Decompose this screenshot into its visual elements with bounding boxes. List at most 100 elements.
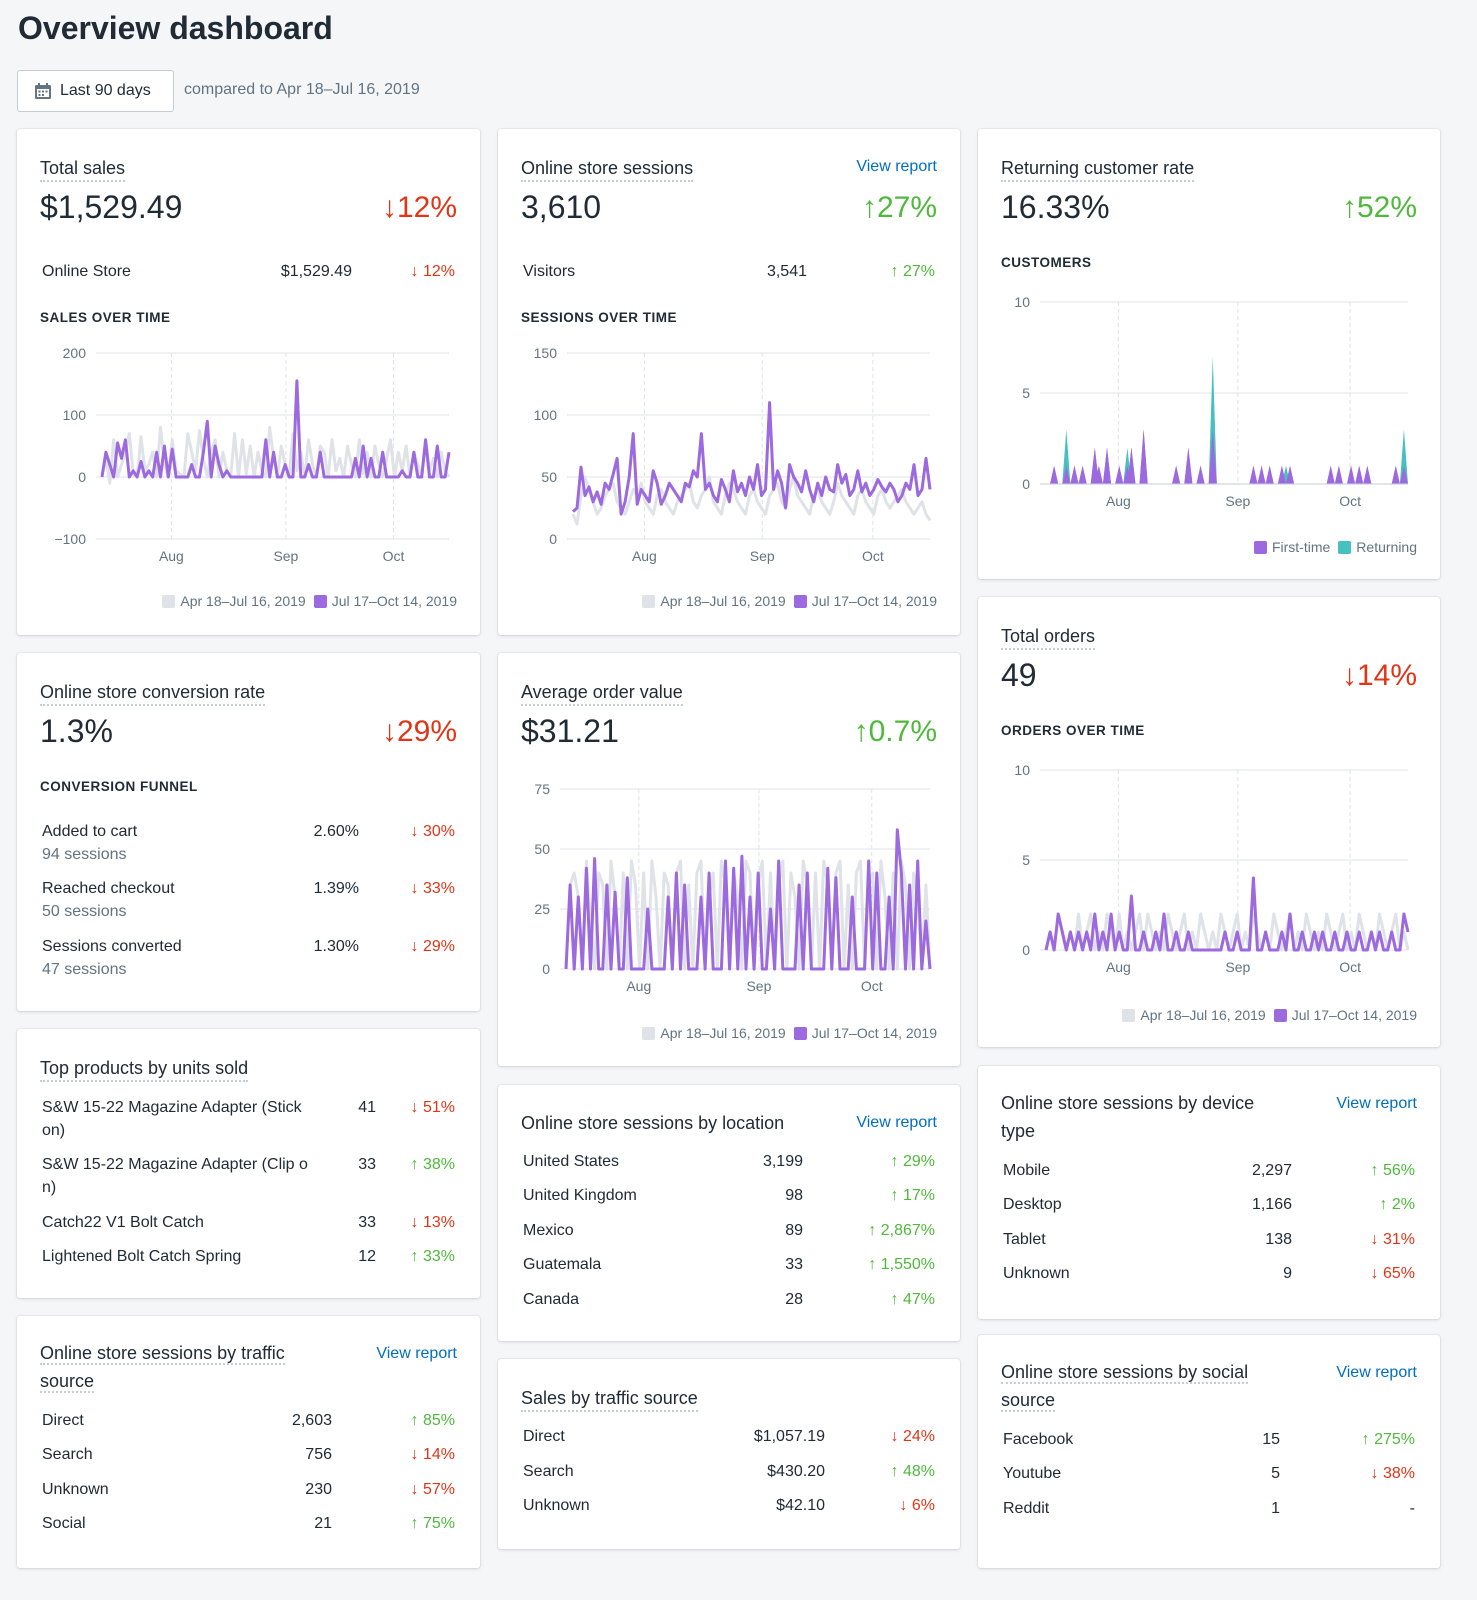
sales-by-traffic-card: Sales by traffic source Direct $1,057.19 ↓…: [498, 1359, 960, 1549]
row-label: Desktop: [1003, 1196, 1062, 1213]
row-delta: ↓ 6%: [899, 1497, 935, 1514]
metric-delta: ↑52%: [1341, 191, 1417, 224]
list-item: Lightened Bolt Catch Spring 12 ↑ 33%: [42, 1248, 455, 1270]
metric-value: $31.21: [521, 713, 619, 749]
series-line: [1044, 876, 1410, 952]
row-delta: -: [1409, 1500, 1415, 1517]
sessions-over-time-chart: 150 100 50 0 Aug Sep Oct: [534, 345, 932, 564]
card-title[interactable]: Total orders: [1001, 625, 1096, 650]
date-range-button[interactable]: Last 90 days: [17, 70, 174, 112]
card-title[interactable]: Online store sessions by social source: [1001, 1362, 1249, 1412]
row-label: Mobile: [1003, 1162, 1051, 1179]
area-spike: [1062, 429, 1071, 484]
sales-over-time-chart: 200 100 0 −100 Aug Sep Oct: [54, 345, 451, 564]
row-value: 2,603: [291, 1412, 332, 1429]
chart-subtitle: SESSIONS OVER TIME: [521, 310, 678, 325]
x-tick-label: Sep: [273, 548, 298, 564]
card-title: Online store sessions by device type: [1001, 1093, 1255, 1141]
area-spike: [1208, 429, 1217, 484]
metric-value: 16.33%: [1001, 189, 1110, 225]
x-tick-label: Sep: [1225, 959, 1250, 975]
legend-curr: Jul 17–Oct 14, 2019: [793, 1025, 937, 1041]
area-spike: [1139, 429, 1148, 484]
area-spike: [1334, 465, 1343, 484]
view-report-link[interactable]: View report: [1336, 1095, 1417, 1112]
view-report-link[interactable]: View report: [856, 158, 937, 175]
metric-value: 3,610: [521, 189, 602, 225]
row-value: 5: [1271, 1465, 1280, 1482]
row-label: Catch22 V1 Bolt Catch: [42, 1214, 204, 1231]
card-title[interactable]: Average order value: [521, 681, 683, 706]
y-tick-label: 25: [534, 901, 550, 917]
card-title[interactable]: Returning customer rate: [1001, 157, 1195, 182]
row-delta: ↓ 13%: [410, 1214, 455, 1231]
card-title[interactable]: Total sales: [40, 157, 126, 182]
conversion-rate-card: Online store conversion rate 1.3% ↓29% C…: [17, 653, 480, 1011]
list-item: Facebook 15 ↑ 275%: [1003, 1431, 1415, 1453]
list-item: Desktop 1,166 ↑ 2%: [1003, 1196, 1415, 1218]
row-value: 33: [785, 1256, 803, 1273]
area-spike: [1094, 465, 1103, 484]
row-label: United Kingdom: [523, 1187, 637, 1204]
row-delta: ↑ 56%: [1370, 1162, 1415, 1179]
average-order-value-card: Average order value $31.21 ↑0.7% 75 50 25 0…: [498, 653, 960, 1066]
card-title[interactable]: Online store sessions: [521, 157, 694, 182]
x-tick-label: Aug: [159, 548, 184, 564]
card-title[interactable]: Online store sessions by traffic source: [40, 1343, 285, 1393]
card-title: Online store sessions by location: [521, 1113, 785, 1133]
row-delta: ↓ 29%: [410, 938, 455, 955]
series-line: [571, 401, 932, 516]
area-spike: [1355, 465, 1364, 484]
row-sessions: 94 sessions: [42, 846, 127, 863]
calendar-icon: [35, 83, 51, 99]
row-value: 33: [358, 1156, 376, 1173]
y-tick-label: 10: [1014, 762, 1030, 778]
row-label: Search: [523, 1463, 574, 1480]
row-delta: ↓ 24%: [890, 1428, 935, 1445]
area-spike: [1285, 465, 1295, 484]
row-value: 12: [358, 1248, 376, 1265]
list-item: Canada 28 ↑ 47%: [523, 1291, 935, 1313]
legend-curr: Jul 17–Oct 14, 2019: [313, 593, 457, 609]
chart-subtitle: CUSTOMERS: [1001, 255, 1092, 270]
card-title[interactable]: Sales by traffic source: [521, 1387, 698, 1412]
row-value: 1,166: [1251, 1196, 1292, 1213]
legend-prev: Apr 18–Jul 16, 2019: [162, 593, 306, 609]
card-title[interactable]: Online store conversion rate: [40, 681, 266, 706]
row-delta: ↑ 38%: [410, 1156, 455, 1173]
view-report-link[interactable]: View report: [856, 1114, 937, 1131]
card-title[interactable]: Top products by units sold: [40, 1057, 249, 1082]
row-label: Youtube: [1003, 1465, 1062, 1482]
list-item: Mexico 89 ↑ 2,867%: [523, 1222, 935, 1244]
row-label-cont: on): [42, 1122, 66, 1139]
row-label: Unknown: [523, 1497, 590, 1514]
area-spike: [1257, 465, 1266, 484]
sessions-by-social-card: Online store sessions by social source Vi…: [978, 1335, 1440, 1568]
y-tick-label: 5: [1022, 385, 1030, 401]
area-spike: [1078, 465, 1087, 484]
area-spike: [1070, 465, 1079, 484]
row-label: Reddit: [1003, 1500, 1050, 1517]
x-tick-label: Sep: [750, 548, 775, 564]
list-item: S&W 15-22 Magazine Adapter (Clip o n) 33…: [42, 1156, 455, 1200]
series-line: [564, 828, 932, 971]
y-tick-label: 5: [1022, 852, 1030, 868]
metric-value: 49: [1001, 657, 1037, 693]
row-sessions: 50 sessions: [42, 903, 127, 920]
y-tick-label: 0: [1022, 476, 1030, 492]
row-sessions: 47 sessions: [42, 961, 127, 978]
row-delta: ↓ 31%: [1370, 1231, 1415, 1248]
row-label: Reached checkout: [42, 880, 175, 897]
sessions-card: Online store sessions View report 3,610 …: [498, 129, 960, 635]
row-label-cont: n): [42, 1179, 57, 1196]
row-label: Unknown: [1003, 1265, 1070, 1282]
view-report-link[interactable]: View report: [376, 1345, 457, 1362]
row-label: Mexico: [523, 1222, 574, 1239]
list-item: Youtube 5 ↓ 38%: [1003, 1465, 1415, 1487]
row-value: $430.20: [767, 1463, 825, 1480]
row-delta: ↓ 14%: [410, 1446, 455, 1463]
y-tick-label: 75: [534, 781, 550, 797]
view-report-link[interactable]: View report: [1336, 1364, 1417, 1381]
row-label: Tablet: [1003, 1231, 1046, 1248]
area-spike: [1399, 429, 1408, 484]
